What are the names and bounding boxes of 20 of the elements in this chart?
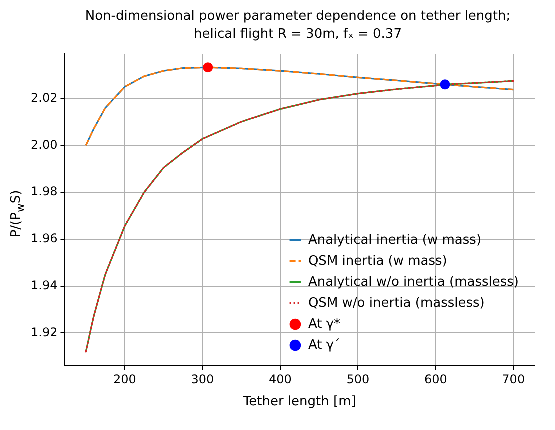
x-axis-title: Tether length [m] — [242, 394, 356, 410]
legend-label: At γ´ — [308, 338, 341, 353]
y-tick-label: 1.98 — [31, 184, 58, 199]
legend-label: At γ* — [308, 316, 342, 332]
y-tick-label: 2.00 — [31, 138, 58, 152]
x-tick-label: 200 — [114, 372, 136, 386]
legend-label: Analytical w/o inertia (massless) — [308, 274, 519, 290]
x-tick-label: 700 — [502, 372, 526, 386]
legend-label: QSM inertia (w mass) — [308, 254, 448, 269]
chart-title: Non-dimensional power parameter dependence on tether length; helical flight R = 30m, fₓ = 0.37 — [84, 8, 512, 44]
x-tick-label: 400 — [268, 372, 292, 386]
y-tick-label: 1.92 — [31, 325, 58, 340]
legend-label: QSM w/o inertia (massless) — [308, 296, 485, 311]
legend-label: Analytical inertia (w mass) — [308, 232, 482, 248]
x-tick-label: 300 — [191, 372, 214, 386]
y-tick-label: 2.02 — [31, 90, 58, 105]
y-tick-label: 1.96 — [31, 232, 58, 246]
x-tick-label: 500 — [346, 372, 370, 386]
x-tick-label: 600 — [424, 372, 448, 386]
y-tick-label: 1.94 — [31, 278, 58, 292]
